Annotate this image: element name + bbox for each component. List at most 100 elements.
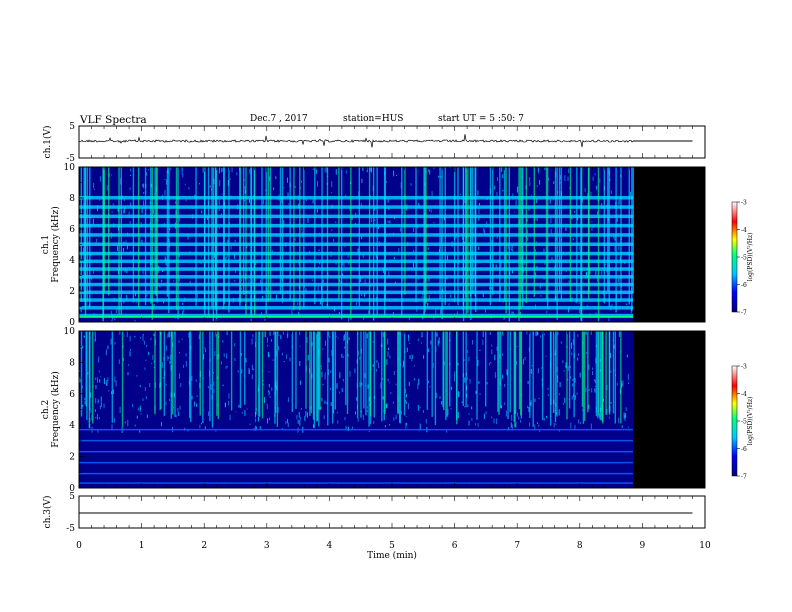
- sferic-streak: [529, 331, 531, 419]
- frequency-band: [79, 251, 634, 256]
- sferic-streak: [550, 331, 552, 405]
- sferic-streak: [279, 167, 282, 295]
- sferic-streak: [443, 331, 445, 411]
- sferic-streak: [605, 331, 607, 415]
- frequency-band: [79, 482, 634, 484]
- sferic-streak: [365, 331, 367, 416]
- sferic-streak: [384, 331, 386, 415]
- x-tick-label: 8: [577, 541, 583, 551]
- sferic-streak: [132, 167, 135, 303]
- x-axis-label: Time (min): [367, 550, 417, 561]
- sferic-streak: [449, 331, 451, 407]
- sferic-streak: [86, 331, 88, 420]
- sferic-streak: [190, 331, 192, 423]
- sferic-streak: [83, 167, 85, 302]
- x-tick-label: 4: [327, 541, 333, 551]
- sferic-streak: [321, 167, 323, 307]
- sferic-streak: [202, 331, 204, 423]
- sferic-streak: [228, 167, 230, 313]
- sferic-streak: [265, 167, 267, 314]
- y-tick-label: 4: [69, 421, 75, 431]
- colorbar-tick-label: -7: [741, 474, 747, 481]
- y-tick-label: 2: [69, 287, 75, 297]
- sferic-streak: [151, 167, 153, 320]
- sferic-streak: [358, 167, 361, 307]
- sferic-streak: [120, 167, 122, 315]
- sferic-streak: [441, 167, 443, 320]
- sferic-streak: [608, 167, 610, 308]
- sferic-streak: [299, 167, 301, 311]
- sferic-streak: [513, 331, 515, 422]
- y-axis-label: ch.3(V): [42, 496, 53, 529]
- sferic-streak: [303, 167, 305, 310]
- sferic-streak: [144, 167, 147, 306]
- colorbar-tick-label: -5: [741, 255, 747, 262]
- sferic-streak: [381, 331, 383, 422]
- y-tick-label: 2: [69, 453, 75, 463]
- sferic-streak: [489, 167, 492, 306]
- colorbar-tick-label: -4: [741, 391, 747, 398]
- sferic-streak: [583, 331, 586, 421]
- sferic-streak: [289, 167, 291, 300]
- sferic-streak: [614, 331, 616, 424]
- no-data-region: [633, 167, 705, 322]
- sferic-streak: [507, 331, 509, 420]
- sferic-streak: [628, 167, 630, 305]
- y-tick-label: 0: [69, 484, 75, 494]
- sferic-streak: [580, 167, 583, 322]
- date-label: Dec.7 , 2017: [250, 114, 308, 124]
- sferic-streak: [566, 331, 568, 420]
- y-tick-label: 6: [69, 390, 75, 400]
- sferic-streak: [154, 331, 156, 415]
- sferic-streak: [369, 331, 372, 417]
- sferic-streak: [485, 331, 487, 407]
- sferic-streak: [305, 331, 307, 409]
- sferic-streak: [457, 167, 459, 305]
- sferic-streak: [313, 331, 316, 429]
- sferic-streak: [384, 167, 387, 301]
- sferic-streak: [467, 167, 469, 313]
- sferic-streak: [521, 167, 524, 307]
- sferic-streak: [426, 331, 429, 410]
- sferic-streak: [276, 331, 279, 427]
- sferic-streak: [546, 167, 549, 310]
- sferic-streak: [346, 331, 349, 414]
- waveform-line: [78, 134, 634, 148]
- sferic-streak: [497, 331, 499, 412]
- no-data-region: [633, 331, 705, 488]
- sferic-streak: [612, 331, 615, 414]
- sferic-streak: [137, 167, 140, 308]
- sferic-streak: [505, 167, 507, 314]
- sferic-streak: [293, 167, 295, 311]
- sferic-streak: [476, 331, 478, 420]
- sferic-streak: [154, 167, 156, 295]
- sferic-streak: [103, 167, 106, 292]
- sferic-streak: [545, 167, 548, 300]
- sferic-streak: [533, 167, 535, 297]
- sferic-streak: [518, 331, 521, 410]
- sferic-streak: [498, 331, 500, 415]
- sferic-streak: [582, 331, 585, 424]
- sferic-streak: [356, 331, 359, 419]
- sferic-streak: [632, 167, 635, 293]
- sferic-streak: [253, 167, 255, 302]
- sferic-streak: [600, 331, 603, 421]
- sferic-streak: [456, 331, 458, 421]
- frequency-band: [79, 439, 634, 442]
- y-axis-label: Frequency (kHz): [50, 371, 61, 448]
- sferic-streak: [492, 167, 494, 295]
- sferic-streak: [244, 331, 246, 405]
- sferic-streak: [86, 167, 89, 301]
- frequency-band: [79, 472, 634, 475]
- sferic-streak: [177, 167, 179, 320]
- sferic-streak: [503, 167, 506, 302]
- sferic-streak: [168, 167, 170, 314]
- sferic-streak: [368, 331, 370, 427]
- sferic-streak: [631, 167, 633, 312]
- sferic-streak: [350, 167, 352, 320]
- sferic-streak: [261, 167, 263, 293]
- sferic-streak: [156, 167, 158, 303]
- sferic-streak: [281, 167, 284, 300]
- frequency-band: [79, 290, 634, 295]
- sferic-streak: [532, 331, 534, 427]
